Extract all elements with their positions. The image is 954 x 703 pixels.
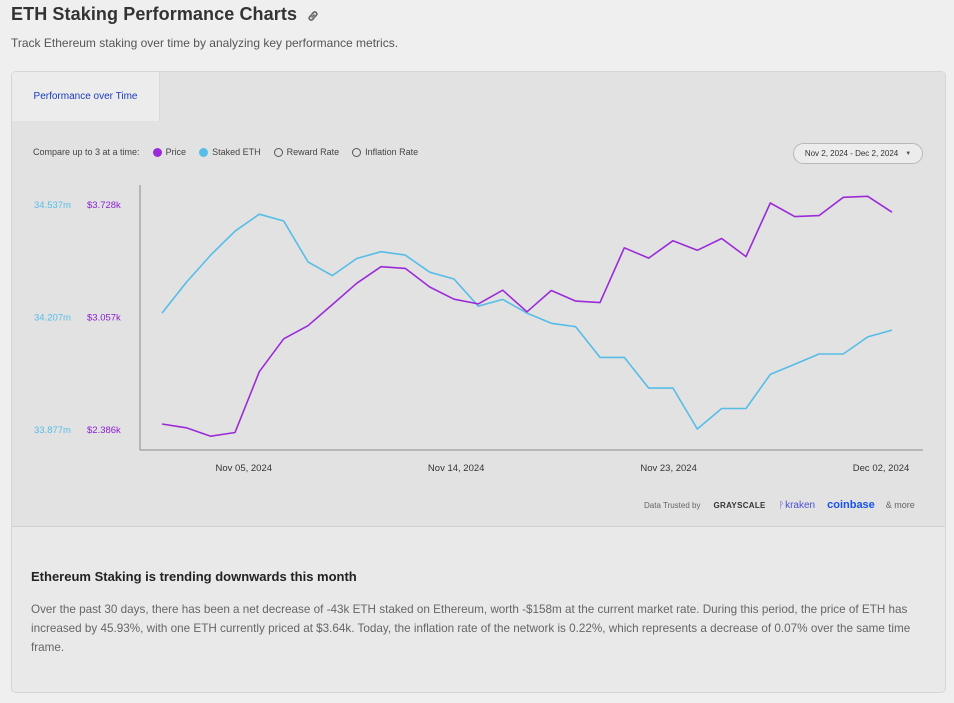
summary-body: Over the past 30 days, there has been a … xyxy=(31,603,911,654)
kraken-logo: ᚹ kraken xyxy=(779,500,815,511)
x-axis-tick-label: Dec 02, 2024 xyxy=(853,463,910,474)
series-line-staked-eth xyxy=(161,213,893,430)
x-axis-tick-label: Nov 14, 2024 xyxy=(428,463,485,474)
metric-label: Staked ETH xyxy=(212,147,261,157)
metric-dot-icon xyxy=(152,147,162,157)
metric-label: Reward Rate xyxy=(286,147,340,157)
metric-toggle-reward-rate[interactable]: Reward Rate xyxy=(273,147,340,157)
metric-radio-icon xyxy=(273,147,283,157)
price-axis-tick-label: $3.728k xyxy=(87,200,121,211)
staked-axis-tick-label: 33.877m xyxy=(34,425,71,436)
chart-panel: Compare up to 3 at a time: Price Staked … xyxy=(12,121,945,527)
summary-section: Ethereum Staking is trending downwards t… xyxy=(31,569,931,657)
tab-performance-over-time[interactable]: Performance over Time xyxy=(12,72,160,121)
more-link[interactable]: & more xyxy=(885,500,915,510)
kraken-logo-text: kraken xyxy=(785,499,816,511)
metric-toggle-inflation-rate[interactable]: Inflation Rate xyxy=(352,147,418,157)
metric-toggle-price[interactable]: Price xyxy=(152,147,187,157)
grayscale-logo: GRAYSCALE xyxy=(713,500,766,510)
trusted-label: Data Trusted by xyxy=(644,500,701,510)
summary-title: Ethereum Staking is trending downwards t… xyxy=(31,569,357,584)
metric-radio-icon xyxy=(352,147,362,157)
price-axis-tick-label: $3.057k xyxy=(87,313,121,324)
tab-bar: Performance over Time xyxy=(12,72,945,121)
link-icon[interactable] xyxy=(306,9,320,23)
page-subtitle: Track Ethereum staking over time by anal… xyxy=(11,36,399,50)
chevron-down-icon: ▼ xyxy=(905,150,912,157)
metric-label: Price xyxy=(165,147,187,157)
tab-label: Performance over Time xyxy=(33,91,138,102)
kraken-mark-icon: ᚹ xyxy=(778,500,785,510)
x-axis-tick-label: Nov 23, 2024 xyxy=(640,463,697,474)
metric-toggle-staked-eth[interactable]: Staked ETH xyxy=(199,147,261,157)
staked-axis-tick-label: 34.537m xyxy=(34,200,71,211)
staked-axis-tick-label: 34.207m xyxy=(34,313,71,324)
compare-label: Compare up to 3 at a time: xyxy=(33,147,140,157)
date-range-value: Nov 2, 2024 - Dec 2, 2024 xyxy=(804,149,899,158)
metric-selector: Compare up to 3 at a time: Price Staked … xyxy=(33,147,431,157)
coinbase-logo: coinbase xyxy=(827,499,875,511)
price-axis-tick-label: $2.386k xyxy=(87,425,121,436)
performance-card: Performance over Time Compare up to 3 at… xyxy=(11,71,946,693)
metric-label: Inflation Rate xyxy=(365,147,419,157)
series-line-price xyxy=(161,195,893,438)
line-chart: 34.537m 34.207m 33.877m $3.728k $3.057k $2.3… xyxy=(34,185,923,474)
x-axis-tick-label: Nov 05, 2024 xyxy=(216,463,273,474)
trusted-by-row: Data Trusted by GRAYSCALE ᚹ kraken coinb… xyxy=(644,499,915,511)
page-title: ETH Staking Performance Charts xyxy=(11,4,298,24)
date-range-select[interactable]: Nov 2, 2024 - Dec 2, 2024 ▼ xyxy=(793,143,923,164)
page-header: ETH Staking Performance Charts xyxy=(11,4,320,25)
metric-dot-icon xyxy=(199,147,209,157)
